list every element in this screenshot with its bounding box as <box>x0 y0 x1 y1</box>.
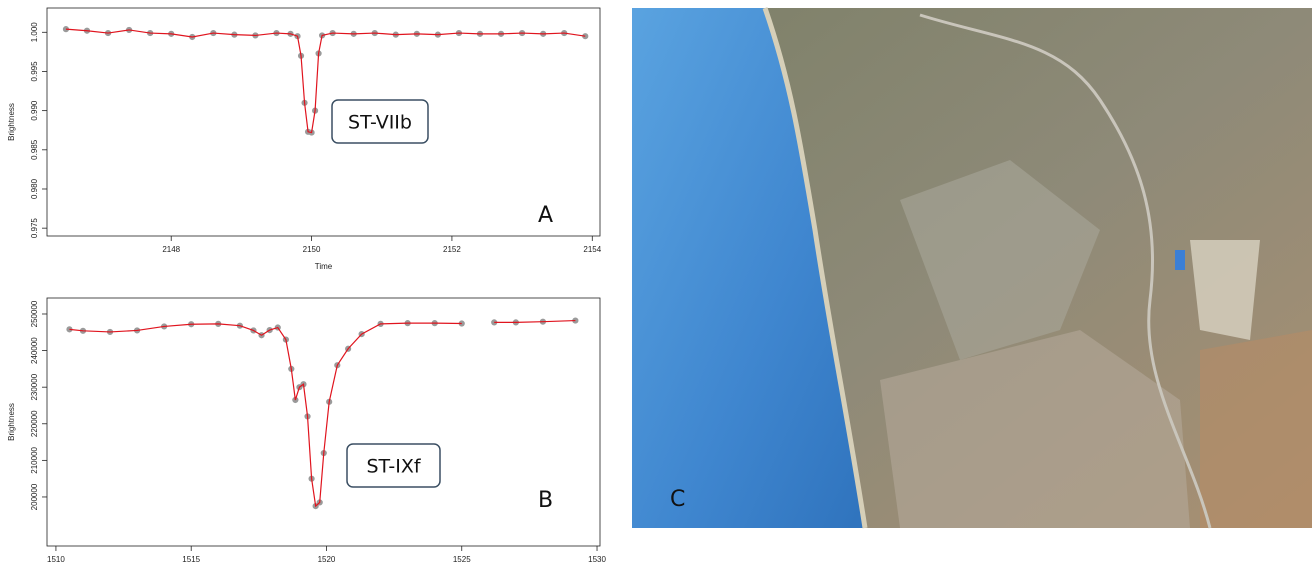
x-tick-label: 1520 <box>318 555 336 564</box>
figure: C 2148 2150 2152 2154 0.975 0.980 0.985 0.990 0.… <box>0 0 1312 568</box>
y-tick-label: 240000 <box>30 337 39 364</box>
plot-frame <box>47 298 600 546</box>
y-tick-label: 230000 <box>30 373 39 400</box>
y-tick-label: 0.980 <box>30 178 39 199</box>
y-tick-label: 0.995 <box>30 61 39 82</box>
x-tick-label: 2152 <box>443 245 461 254</box>
annotation: ST-IXf <box>366 456 421 478</box>
y-tick-label: 220000 <box>30 410 39 437</box>
panel-label: C <box>670 487 685 512</box>
town-east <box>1200 330 1312 528</box>
x-tick-label: 2154 <box>583 245 601 254</box>
data-line <box>66 29 585 132</box>
pool <box>1175 250 1185 270</box>
x-axis-label: Time <box>315 262 333 271</box>
data-line <box>69 321 575 507</box>
y-tick-label: 0.975 <box>30 218 39 239</box>
x-tick-label: 1525 <box>453 555 471 564</box>
x-tick-label: 1510 <box>47 555 65 564</box>
photo-panel: C <box>632 8 1312 528</box>
plot-frame <box>47 8 600 236</box>
x-tick-label: 2148 <box>162 245 180 254</box>
x-tick-label: 1530 <box>588 555 606 564</box>
quarry <box>1190 240 1260 340</box>
chart: 1510 1515 1520 1525 1530 200000 210000 220000 23… <box>7 298 606 568</box>
y-axis-label: Brightness <box>7 403 16 441</box>
chart: 2148 2150 2152 2154 0.975 0.980 0.985 0.990 0.99… <box>7 8 602 271</box>
y-tick-label: 0.985 <box>30 139 39 160</box>
annotation: ST-VIIb <box>348 112 412 134</box>
panel-label: B <box>538 488 553 513</box>
y-tick-label: 1.000 <box>30 22 39 43</box>
x-tick-label: 1515 <box>182 555 200 564</box>
y-tick-label: 0.990 <box>30 100 39 121</box>
y-tick-label: 210000 <box>30 446 39 473</box>
y-tick-label: 200000 <box>30 483 39 510</box>
x-tick-label: 2150 <box>303 245 321 254</box>
y-axis-label: Brightness <box>7 103 16 141</box>
y-tick-label: 250000 <box>30 300 39 327</box>
panel-label: A <box>538 203 553 228</box>
